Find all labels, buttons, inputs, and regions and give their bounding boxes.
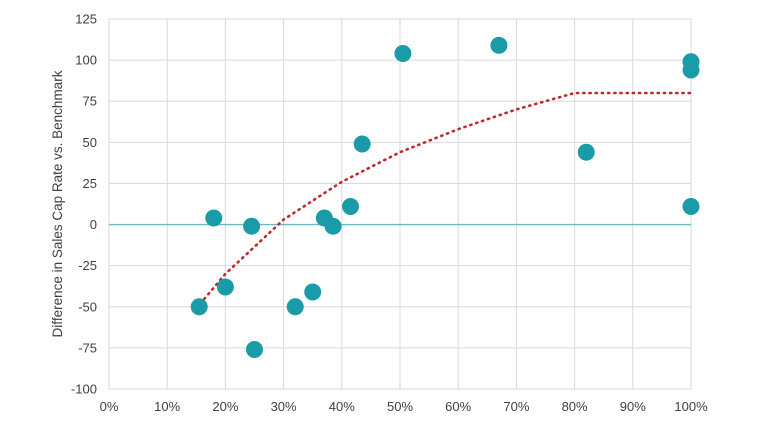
y-tick-label: -50 (78, 299, 97, 314)
y-tick-label: 50 (83, 135, 97, 150)
data-point (682, 197, 700, 215)
data-point (216, 278, 234, 296)
y-tick-label: 0 (90, 217, 97, 232)
y-axis-title: Difference in Sales Cap Rate vs. Benchma… (50, 70, 65, 337)
x-tick-label: 90% (620, 399, 646, 414)
x-tick-label: 100% (674, 399, 708, 414)
x-tick-label: 30% (271, 399, 297, 414)
data-point (304, 283, 322, 301)
data-point (353, 135, 371, 153)
x-tick-label: 60% (445, 399, 471, 414)
x-tick-label: 0% (100, 399, 119, 414)
x-tick-label: 40% (329, 399, 355, 414)
y-tick-label: -75 (78, 340, 97, 355)
x-tick-label: 50% (387, 399, 413, 414)
data-point (342, 197, 360, 215)
x-axis-ticks: 0% 10% 20% 30% 40% 50% 60% 70% 80% 90% 100% (100, 399, 708, 414)
data-point (490, 36, 508, 54)
y-tick-label: -25 (78, 258, 97, 273)
data-point (577, 143, 595, 161)
data-point (243, 217, 261, 235)
y-tick-label: -100 (71, 382, 97, 397)
x-tick-label: 80% (562, 399, 588, 414)
trendline-group (195, 91, 693, 310)
x-tick-label: 70% (503, 399, 529, 414)
data-point (286, 298, 304, 316)
data-point (246, 341, 263, 359)
data-point (394, 45, 412, 63)
y-tick-label: 75 (83, 94, 97, 109)
data-point (682, 61, 700, 79)
y-tick-label: 100 (75, 53, 97, 68)
data-point (324, 217, 342, 235)
data-point (190, 298, 208, 316)
x-tick-label: 10% (154, 399, 180, 414)
y-tick-label: 125 (75, 12, 97, 27)
data-point (205, 209, 223, 227)
x-tick-label: 20% (212, 399, 238, 414)
data-points (190, 36, 700, 359)
y-tick-label: 25 (83, 176, 97, 191)
y-axis-ticks: 125 100 75 50 25 0 -25 -50 -75 -100 (71, 12, 97, 397)
grid-lines (108, 18, 692, 390)
trendline (195, 91, 693, 310)
